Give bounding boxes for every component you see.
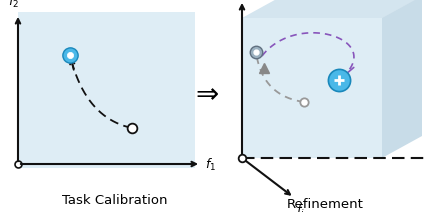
Text: ⇒: ⇒ bbox=[195, 81, 219, 109]
Bar bbox=[18, 12, 195, 168]
Text: $f_1$: $f_1$ bbox=[205, 157, 216, 173]
Polygon shape bbox=[242, 0, 422, 18]
Polygon shape bbox=[382, 0, 422, 158]
Text: $f_2$: $f_2$ bbox=[9, 0, 20, 10]
Polygon shape bbox=[242, 18, 382, 158]
Text: $f_i$: $f_i$ bbox=[296, 203, 305, 212]
Text: Task Calibration: Task Calibration bbox=[62, 194, 167, 206]
Text: Refinement: Refinement bbox=[287, 198, 363, 212]
Polygon shape bbox=[282, 0, 422, 136]
